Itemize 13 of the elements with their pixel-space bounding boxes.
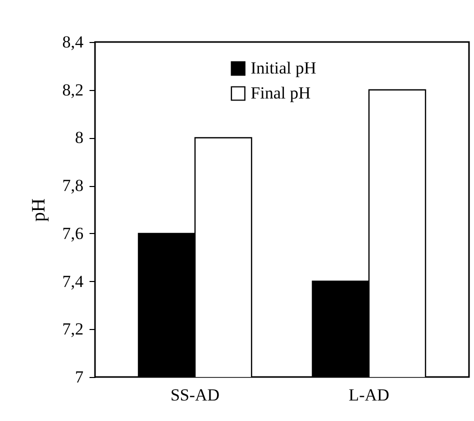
legend-label: Final pH	[250, 84, 311, 102]
y-tick-label: 8	[75, 128, 84, 148]
y-tick-label: 7,4	[62, 272, 84, 291]
x-tick-label: L-AD	[348, 386, 390, 404]
y-tick-label: 7,6	[62, 224, 84, 243]
y-axis-title: pH	[28, 198, 50, 222]
y-tick-label: 7,8	[62, 176, 84, 196]
legend-label: Initial pH	[250, 58, 316, 78]
y-tick-label: 7	[75, 368, 84, 386]
y-tick-label: 8,4	[62, 32, 84, 52]
y-tick-label: 8,2	[62, 80, 84, 100]
x-tick-label: SS-AD	[170, 386, 220, 404]
y-tick-label: 7,2	[62, 320, 84, 339]
